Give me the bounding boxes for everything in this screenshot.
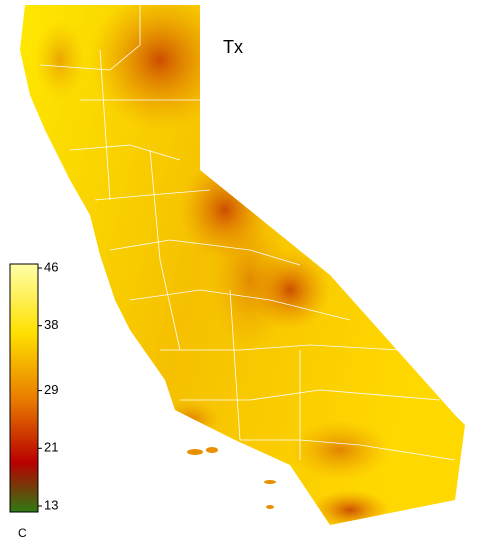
map-title: Tx xyxy=(223,37,243,57)
colorbar-tick-label: 46 xyxy=(44,259,58,274)
colorbar-tick-label: 29 xyxy=(44,382,58,397)
colorbar: C 46 38 29 21 13 xyxy=(9,259,58,540)
colorbar-tick-label: 38 xyxy=(44,317,58,332)
california-map xyxy=(20,5,465,525)
colorbar-scale xyxy=(9,263,39,513)
colorbar-tick-label: 13 xyxy=(44,497,58,512)
colorbar-unit: C xyxy=(18,526,27,540)
county-lines xyxy=(39,5,456,461)
colorbar-tick-label: 21 xyxy=(44,440,58,455)
islands xyxy=(187,447,276,509)
